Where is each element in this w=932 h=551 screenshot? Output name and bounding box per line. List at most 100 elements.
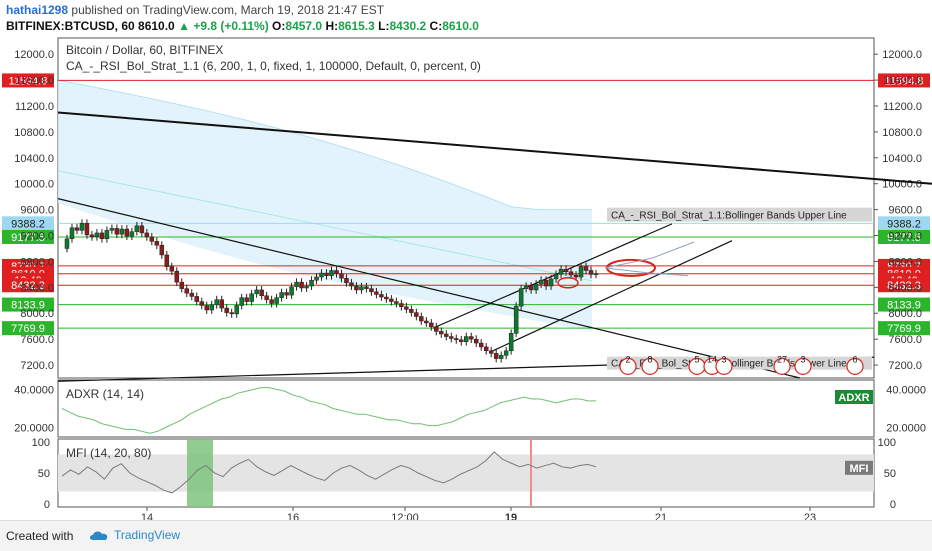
candle-body xyxy=(284,292,289,296)
candle-body xyxy=(254,289,259,295)
low-label: L: xyxy=(378,19,390,33)
mfi-tick-label: 100 xyxy=(878,437,896,449)
tradingview-brand-link[interactable]: TradingView xyxy=(88,528,180,542)
trendline-upper xyxy=(57,111,932,185)
level-label: 8133.9 xyxy=(887,300,921,312)
level-label: 8432.3 xyxy=(11,280,45,292)
level-tag-left xyxy=(2,278,54,293)
candle-body xyxy=(74,227,80,231)
trade-flag-icon xyxy=(846,357,864,375)
trade-marker-count: 6 xyxy=(852,354,857,364)
y-tick-label: 8000.0 xyxy=(20,308,54,320)
candle-body xyxy=(488,350,494,354)
candle-body xyxy=(299,281,304,289)
bollinger-basis-line xyxy=(57,170,593,282)
trade-marker-count: 2 xyxy=(625,354,630,364)
candle-body xyxy=(578,266,584,278)
candle-body xyxy=(359,286,364,291)
candle-body xyxy=(64,238,70,249)
candle-body xyxy=(439,331,444,335)
close-value: 8610.0 xyxy=(442,19,479,33)
level-tag-right xyxy=(878,278,930,293)
price-chart[interactable]: 11594.8 11594.8 9388.2 9388.2 9177.5 9177.5 8 7… xyxy=(0,0,932,520)
y-tick-label: 8400.0 xyxy=(888,282,922,294)
candle-body xyxy=(384,296,389,300)
trade-marker-count: 5 xyxy=(694,354,699,364)
mfi-oversold-highlight xyxy=(187,439,213,507)
x-tick-label: 16 xyxy=(287,512,299,520)
level-tag-right xyxy=(878,216,930,231)
y-tick-label: 9600.0 xyxy=(888,205,922,217)
candle-body xyxy=(174,270,180,283)
mfi-tick-label: 0 xyxy=(890,499,896,511)
candle-body xyxy=(194,296,199,302)
mfi-line xyxy=(61,451,597,494)
trade-marker-count: 14 xyxy=(707,354,717,364)
high-value: 8615.3 xyxy=(338,19,375,33)
candle-body xyxy=(379,294,384,298)
candle-body xyxy=(354,285,359,291)
candle-body xyxy=(144,232,150,238)
y-tick-label: 11600.0 xyxy=(15,75,54,87)
x-tick-label: 21 xyxy=(655,512,667,520)
trade-marker-count: 3 xyxy=(800,354,805,364)
close-label: C: xyxy=(429,19,443,33)
level-tag-right xyxy=(878,229,930,244)
symbol-ohlc: BITFINEX:BTCUSD, 60 8610.0 ▲ +9.8 (+0.11… xyxy=(6,19,479,33)
candle-body xyxy=(104,230,110,240)
y-tick-label: 7600.0 xyxy=(20,334,54,346)
level-tag-left xyxy=(2,229,54,244)
candle-body xyxy=(419,316,424,322)
candle-body xyxy=(339,273,344,279)
candle-body xyxy=(483,346,489,352)
adxr-pane xyxy=(57,379,875,438)
trade-flag-icon xyxy=(641,357,659,375)
brand-label: TradingView xyxy=(114,528,181,542)
candle-body xyxy=(329,270,334,276)
candle-body xyxy=(239,297,244,306)
trendline-descending xyxy=(57,198,801,379)
candle-body xyxy=(528,285,534,291)
candle-body xyxy=(244,297,249,302)
level-label: 11594.8 xyxy=(9,75,48,87)
candle-body xyxy=(94,232,100,238)
trade-marker-count: 27 xyxy=(777,354,787,364)
y-tick-label: 10400.0 xyxy=(14,153,54,165)
candle-body xyxy=(89,234,95,238)
candle-body xyxy=(134,225,140,232)
level-label: 8133.9 xyxy=(11,300,45,312)
change-arrow-icon: ▲ xyxy=(178,19,190,33)
trade-flag-icon xyxy=(715,357,733,375)
candle-body xyxy=(558,268,564,275)
level-label: 7769.9 xyxy=(887,323,921,335)
candle-body xyxy=(583,266,589,271)
candle-body xyxy=(219,299,224,309)
candle-body xyxy=(538,279,544,285)
candle-body xyxy=(434,326,439,332)
y-tick-label: 11200.0 xyxy=(15,101,54,113)
candle-body xyxy=(543,279,549,287)
channel-lower xyxy=(489,240,733,353)
candle-body xyxy=(164,254,170,267)
candle-body xyxy=(334,270,339,274)
author-link[interactable]: hathai1298 xyxy=(6,3,69,17)
projection-arrow-down xyxy=(604,267,689,277)
candle-body xyxy=(498,355,504,359)
y-tick-label: 7600.0 xyxy=(888,334,922,346)
candle-body xyxy=(364,286,369,289)
level-tag-right xyxy=(878,321,930,336)
mfi-tag-label: MFI xyxy=(850,463,869,475)
candle-body xyxy=(249,293,254,302)
open-label: O: xyxy=(272,19,286,33)
y-tick-label: 8000.0 xyxy=(888,308,922,320)
candle-body xyxy=(503,350,509,356)
adxr-line xyxy=(61,387,596,434)
indicator-label: CA_-_RSI_Bol_Strat_1.1 (6, 200, 1, 0, fi… xyxy=(66,59,481,73)
trade-marker-count: 3 xyxy=(721,354,726,364)
trade-flag-icon xyxy=(619,357,637,375)
candle-body xyxy=(349,282,354,287)
candle-body xyxy=(454,338,459,341)
trade-flag-icon xyxy=(773,357,791,375)
level-label: 11594.8 xyxy=(885,75,924,87)
candle-body xyxy=(79,222,85,231)
